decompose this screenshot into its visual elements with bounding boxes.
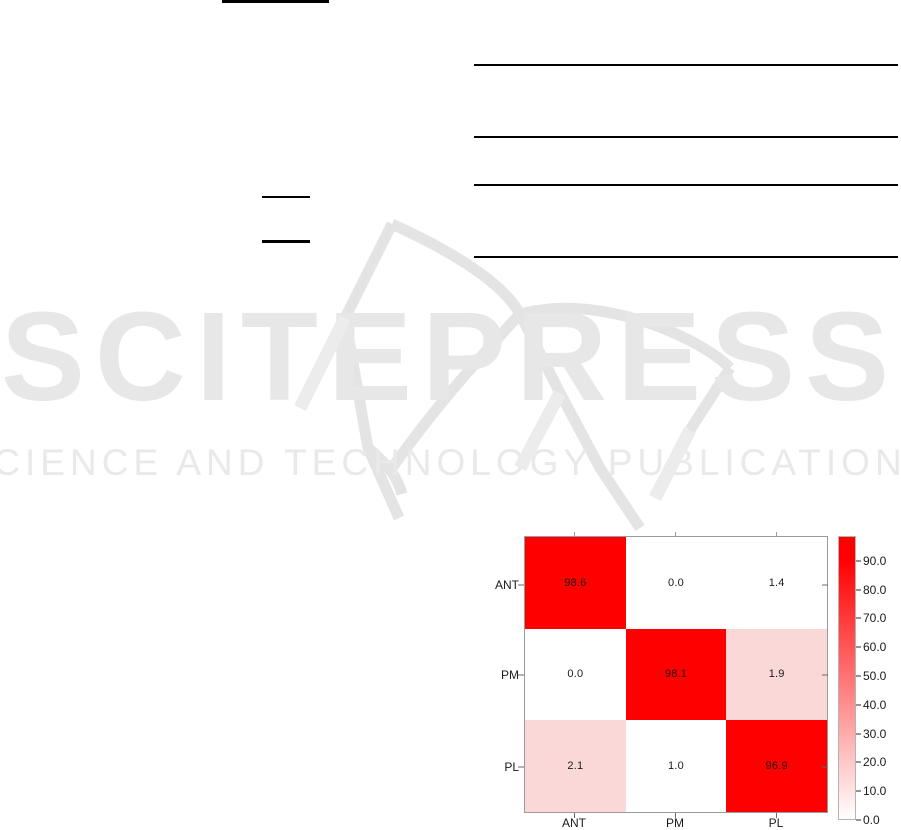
- colorbar-tick-label-2: 70.0: [863, 611, 887, 626]
- matrix-cell-2-0: 2.1: [525, 720, 626, 812]
- row-tick-0: [518, 584, 524, 586]
- colorbar-tick-label-4: 50.0: [863, 668, 887, 683]
- rule-table-header: [474, 136, 898, 138]
- colorbar-tick-6: [856, 733, 861, 735]
- row-tick-1: [518, 674, 524, 676]
- colorbar-tick-label-5: 40.0: [863, 697, 887, 712]
- cell-value: 1.9: [768, 668, 785, 681]
- rule-table-top: [474, 64, 898, 66]
- matrix-cell-0-1: 0.0: [625, 537, 727, 629]
- colorbar-tick-9: [856, 819, 861, 821]
- colorbar-tick-2: [856, 617, 861, 619]
- colorbar-tick-label-9: 0.0: [863, 813, 880, 827]
- col-tick-top-0: [574, 532, 575, 537]
- open-book-logo: [339, 219, 735, 532]
- matrix-cell-0-2: 1.4: [726, 537, 827, 629]
- colorbar-tick-4: [856, 675, 861, 677]
- scitepress-watermark: SCITEPRESS SCIENCE AND TECHNOLOGY PUBLIC…: [0, 218, 901, 538]
- rule-top-left: [222, 0, 329, 3]
- watermark-secondary-text: SCIENCE AND TECHNOLOGY PUBLICATIONS: [0, 442, 901, 483]
- col-tick-top-1: [675, 532, 676, 537]
- col-label-0: ANT: [562, 816, 586, 830]
- row-tick-2: [518, 766, 524, 768]
- colorbar-tick-label-3: 60.0: [863, 640, 887, 655]
- cell-value: 1.4: [768, 576, 785, 589]
- matrix-cell-2-1: 1.0: [625, 720, 727, 812]
- cell-value: 98.1: [664, 668, 688, 681]
- rule-left-column-thick: [262, 240, 310, 243]
- colorbar-tick-0: [856, 560, 861, 562]
- col-label-2: PL: [768, 816, 784, 830]
- row-tick-right-2: [822, 766, 828, 768]
- rule-table-bottom: [474, 256, 898, 258]
- colorbar-tick-1: [856, 589, 861, 591]
- watermark-primary-text: SCITEPRESS: [1, 286, 899, 427]
- col-tick-1: [675, 813, 676, 818]
- cell-value: 98.6: [564, 576, 587, 589]
- matrix-cell-2-2: 96.9: [726, 720, 827, 812]
- colorbar-tick-5: [856, 704, 861, 706]
- col-label-1: PM: [666, 816, 684, 830]
- row-label-2: PL: [504, 760, 519, 774]
- colorbar-tick-label-6: 30.0: [863, 726, 887, 741]
- rule-table-middle: [474, 184, 898, 186]
- col-tick-top-2: [776, 532, 777, 537]
- matrix-cell-1-1: 98.1: [625, 628, 727, 721]
- colorbar-tick-label-1: 80.0: [863, 582, 887, 597]
- col-tick-2: [776, 813, 777, 818]
- cell-value: 0.0: [567, 668, 584, 681]
- cell-value: 1.0: [668, 760, 684, 773]
- confusion-matrix-heatmap: 98.6 0.0 1.4 0.0 98.1 1.9 2.1 1.0 96.9: [524, 536, 828, 813]
- matrix-cell-1-2: 1.9: [726, 628, 827, 721]
- matrix-cell-1-0: 0.0: [525, 628, 626, 721]
- col-tick-0: [574, 813, 575, 818]
- colorbar-tick-label-7: 20.0: [863, 755, 887, 770]
- row-label-1: PM: [501, 668, 519, 682]
- row-label-0: ANT: [495, 578, 519, 592]
- colorbar-tick-3: [856, 646, 861, 648]
- colorbar-tick-label-0: 90.0: [863, 553, 887, 568]
- colorbar-tick-7: [856, 761, 861, 763]
- row-tick-right-1: [822, 674, 828, 676]
- colorbar-tick-label-8: 10.0: [863, 784, 887, 799]
- colorbar-gradient: [839, 537, 855, 819]
- colorbar: [838, 536, 856, 820]
- matrix-cell-0-0: 98.6: [525, 537, 626, 629]
- cell-value: 0.0: [668, 576, 684, 589]
- rule-left-column-thin: [262, 196, 310, 198]
- cell-value: 96.9: [765, 760, 788, 773]
- cell-value: 2.1: [567, 760, 584, 773]
- row-tick-right-0: [822, 584, 828, 586]
- confusion-matrix-figure: 98.6 0.0 1.4 0.0 98.1 1.9 2.1 1.0 96.9 A…: [476, 528, 901, 830]
- colorbar-tick-8: [856, 790, 861, 792]
